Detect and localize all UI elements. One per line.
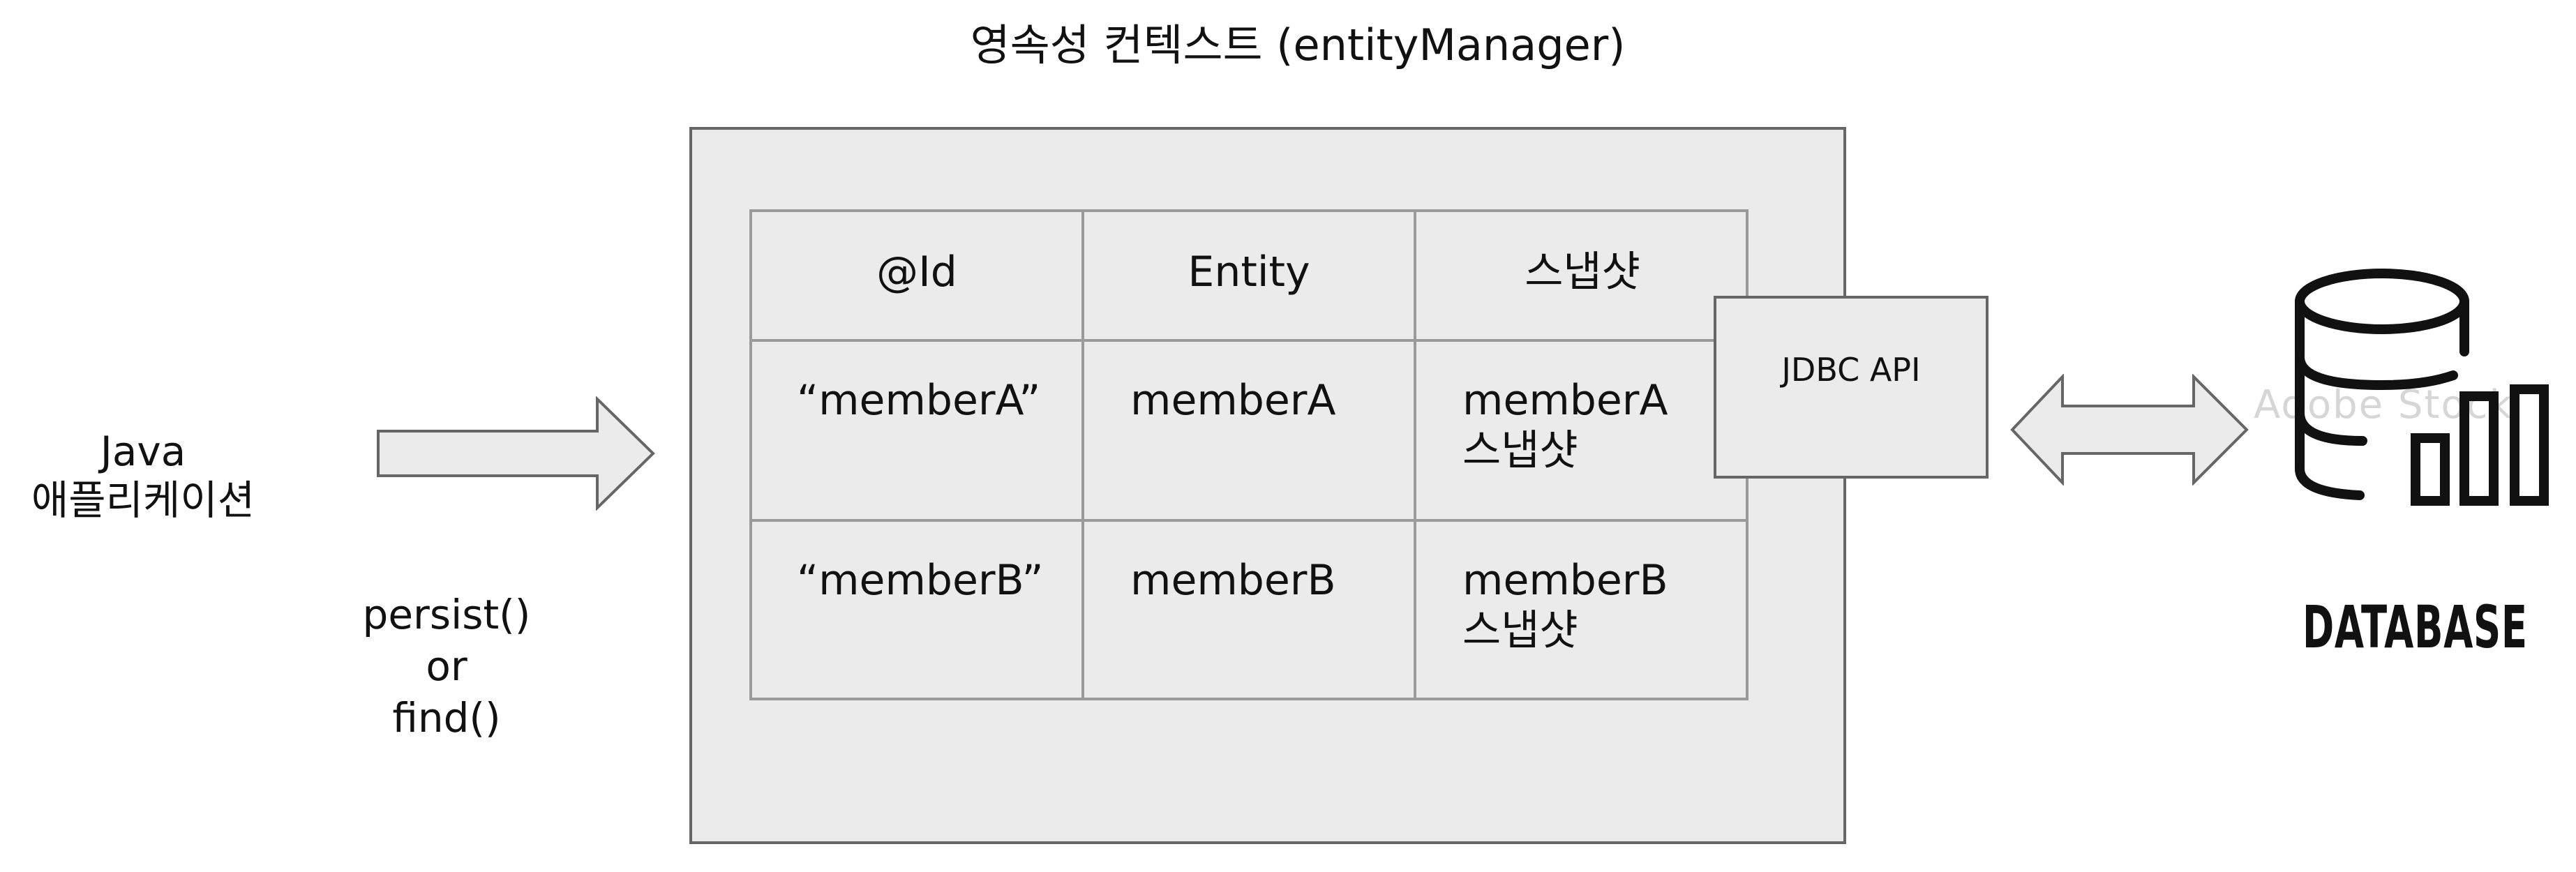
- row-b-id: “memberB”: [752, 522, 1084, 698]
- persistence-context-table: @Id Entity 스냅샷 “memberA” memberA memberA…: [749, 209, 1748, 700]
- jdbc-api-box: JDBC API: [1714, 296, 1989, 479]
- header-id: @Id: [752, 212, 1084, 342]
- database-icon: [2295, 269, 2549, 506]
- row-a-snapshot-name: memberA: [1462, 376, 1668, 425]
- operations-label: persist() or find(): [328, 589, 565, 744]
- row-a-id: “memberA”: [752, 342, 1084, 522]
- java-application-label: Java 애플리케이션: [7, 427, 279, 525]
- arrow-right-icon: [377, 396, 655, 511]
- persist-label: persist(): [362, 591, 531, 638]
- find-label: find(): [392, 694, 501, 742]
- database-label: DATABASE: [2302, 593, 2528, 661]
- row-b-entity: memberB: [1084, 522, 1416, 698]
- row-b-snapshot: memberB 스냅샷: [1416, 522, 1748, 698]
- or-label: or: [426, 642, 467, 690]
- row-a-snapshot-label: 스냅샷: [1462, 426, 1578, 475]
- jdbc-api-label: JDBC API: [1781, 351, 1921, 389]
- application-label: 애플리케이션: [31, 476, 255, 524]
- row-b-snapshot-name: memberB: [1462, 556, 1668, 605]
- java-label: Java: [100, 428, 186, 475]
- row-b-snapshot-label: 스냅샷: [1462, 606, 1578, 655]
- header-snapshot: 스냅샷: [1416, 212, 1748, 342]
- row-a-entity: memberA: [1084, 342, 1416, 522]
- double-arrow-icon: [2010, 374, 2249, 486]
- row-a-snapshot: memberA 스냅샷: [1416, 342, 1748, 522]
- header-entity: Entity: [1084, 212, 1416, 342]
- diagram-title: 영속성 컨텍스트 (entityManager): [970, 20, 1626, 70]
